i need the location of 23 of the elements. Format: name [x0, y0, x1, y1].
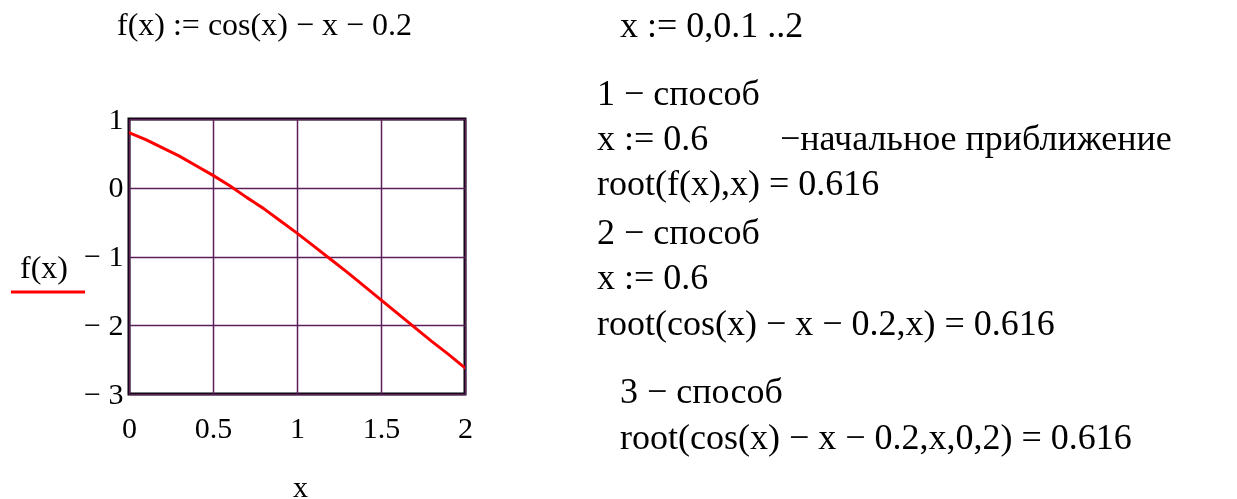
y-tick-label: − 3 [84, 376, 124, 410]
x-tick-label: 0.5 [194, 410, 233, 444]
text: x := 0,0.1 ..2 [620, 5, 804, 45]
x-axis-title: x [293, 469, 308, 499]
x-tick-label: 1.5 [362, 410, 401, 444]
text: f(x) := cos(x) − x − 0.2 [117, 6, 412, 42]
text: 3 − способ [620, 371, 783, 411]
x-tick-label: 2 [458, 410, 473, 444]
text: f(x) [20, 249, 68, 285]
line-series [129, 131, 465, 370]
text: 1 − способ [597, 73, 760, 113]
y-tick-label: − 1 [84, 239, 124, 272]
text: x := 0.6 [597, 118, 709, 158]
text: −начальное приближение [780, 118, 1172, 158]
y-tick-label: − 2 [84, 307, 124, 341]
text: root(cos(x) − x − 0.2,x) = 0.616 [597, 303, 1055, 343]
x-tick-label: 1 [290, 410, 305, 444]
y-tick-label: 0 [108, 170, 124, 204]
text: root(cos(x) − x − 0.2,x,0,2) = 0.616 [620, 417, 1132, 457]
y-tick-label: 1 [108, 101, 124, 135]
text: 2 − способ [597, 212, 760, 252]
text: x := 0.6 [597, 257, 709, 297]
text: root(f(x),x) = 0.616 [597, 163, 880, 203]
